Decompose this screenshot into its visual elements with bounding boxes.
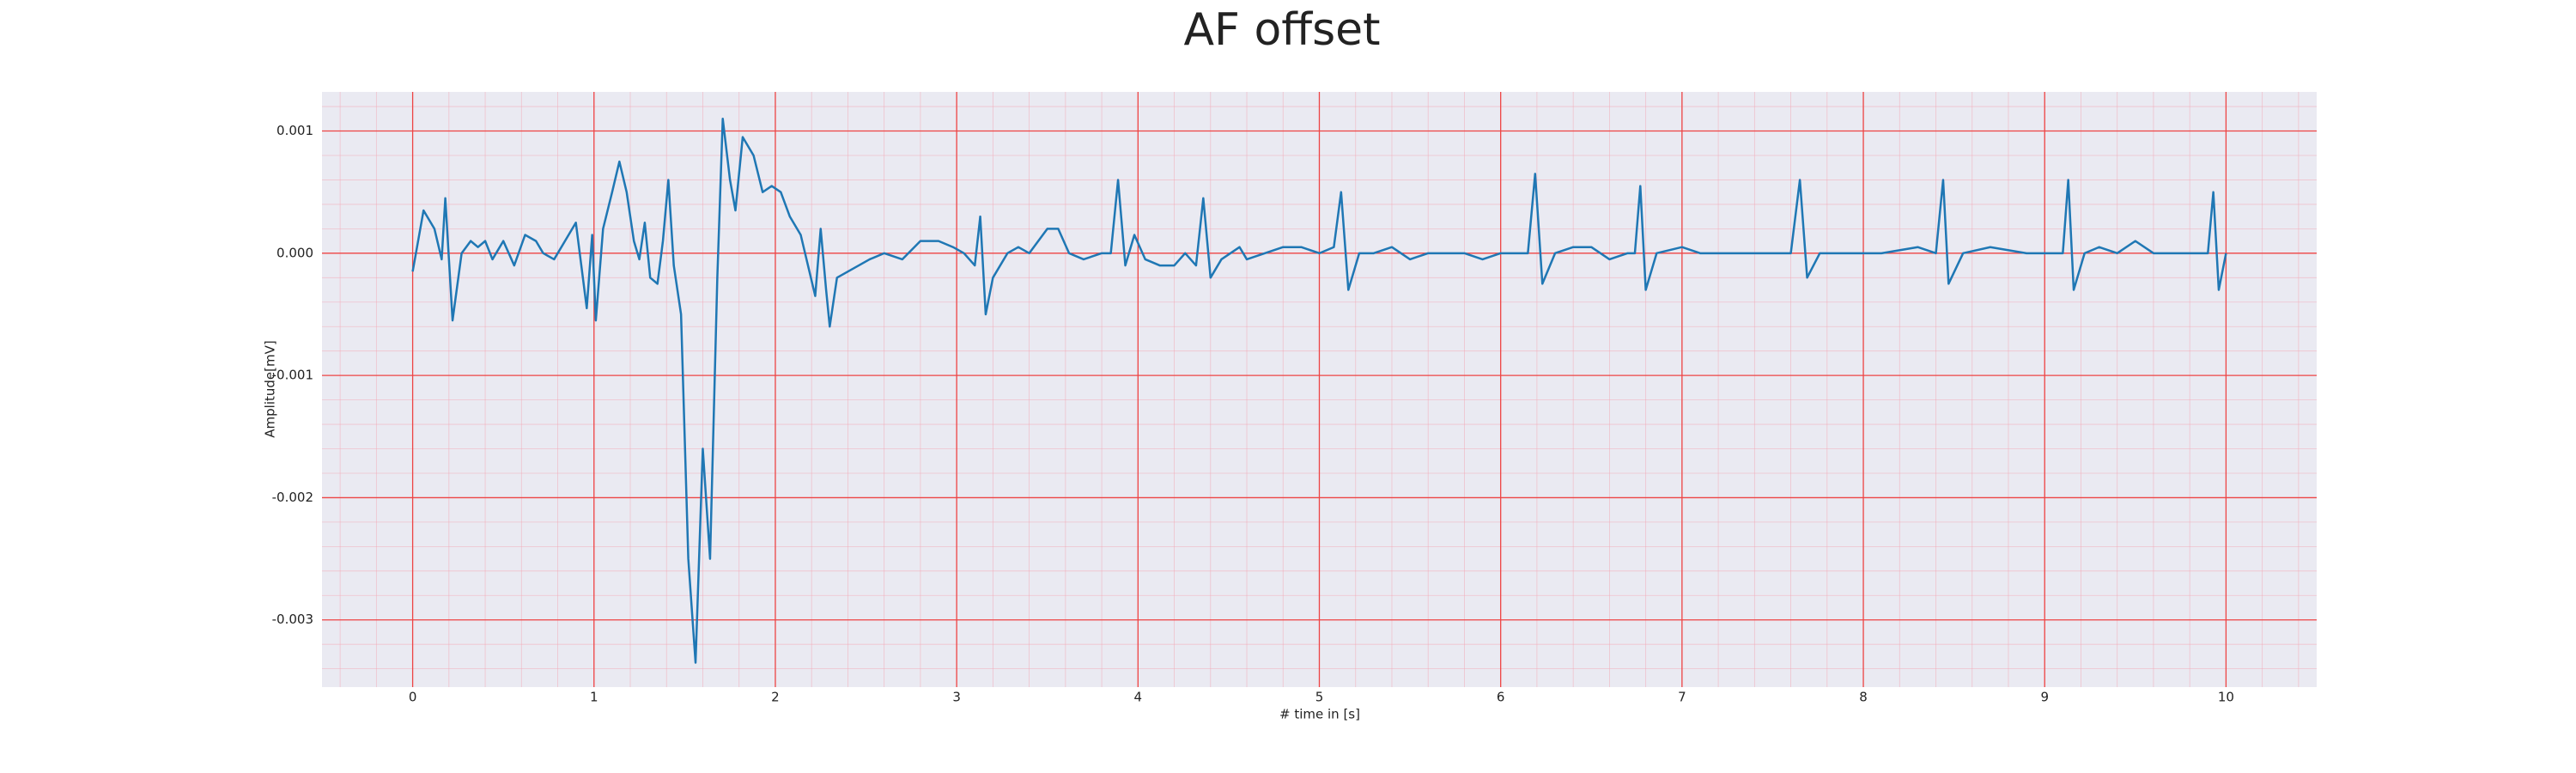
chart-title: AF offset: [1183, 4, 1380, 56]
x-tick-label: 4: [1134, 690, 1143, 705]
y-tick-label: -0.003: [272, 612, 313, 627]
x-axis-label: # time in [s]: [1279, 707, 1360, 722]
x-tick-label: 0: [409, 690, 417, 705]
grid: [322, 92, 2317, 687]
marks: [411, 118, 2227, 664]
y-tick-label: -0.002: [272, 490, 313, 505]
line-series: [411, 118, 2227, 664]
x-tick-label: 1: [590, 690, 598, 705]
x-tick-label: 10: [2218, 690, 2234, 705]
y-tick-label: -0.001: [272, 368, 313, 383]
x-tick-label: 6: [1497, 690, 1505, 705]
x-tick-label: 8: [1859, 690, 1868, 705]
y-tick-label: 0.001: [276, 123, 313, 138]
x-tick-label: 5: [1315, 690, 1324, 705]
y-axis-label: Amplitude[mV]: [263, 340, 278, 437]
x-tick-label: 7: [1678, 690, 1686, 705]
x-tick-label: 9: [2040, 690, 2049, 705]
x-tick-label: 3: [952, 690, 961, 705]
y-tick-label: 0.000: [276, 245, 313, 260]
x-tick-label: 2: [771, 690, 780, 705]
